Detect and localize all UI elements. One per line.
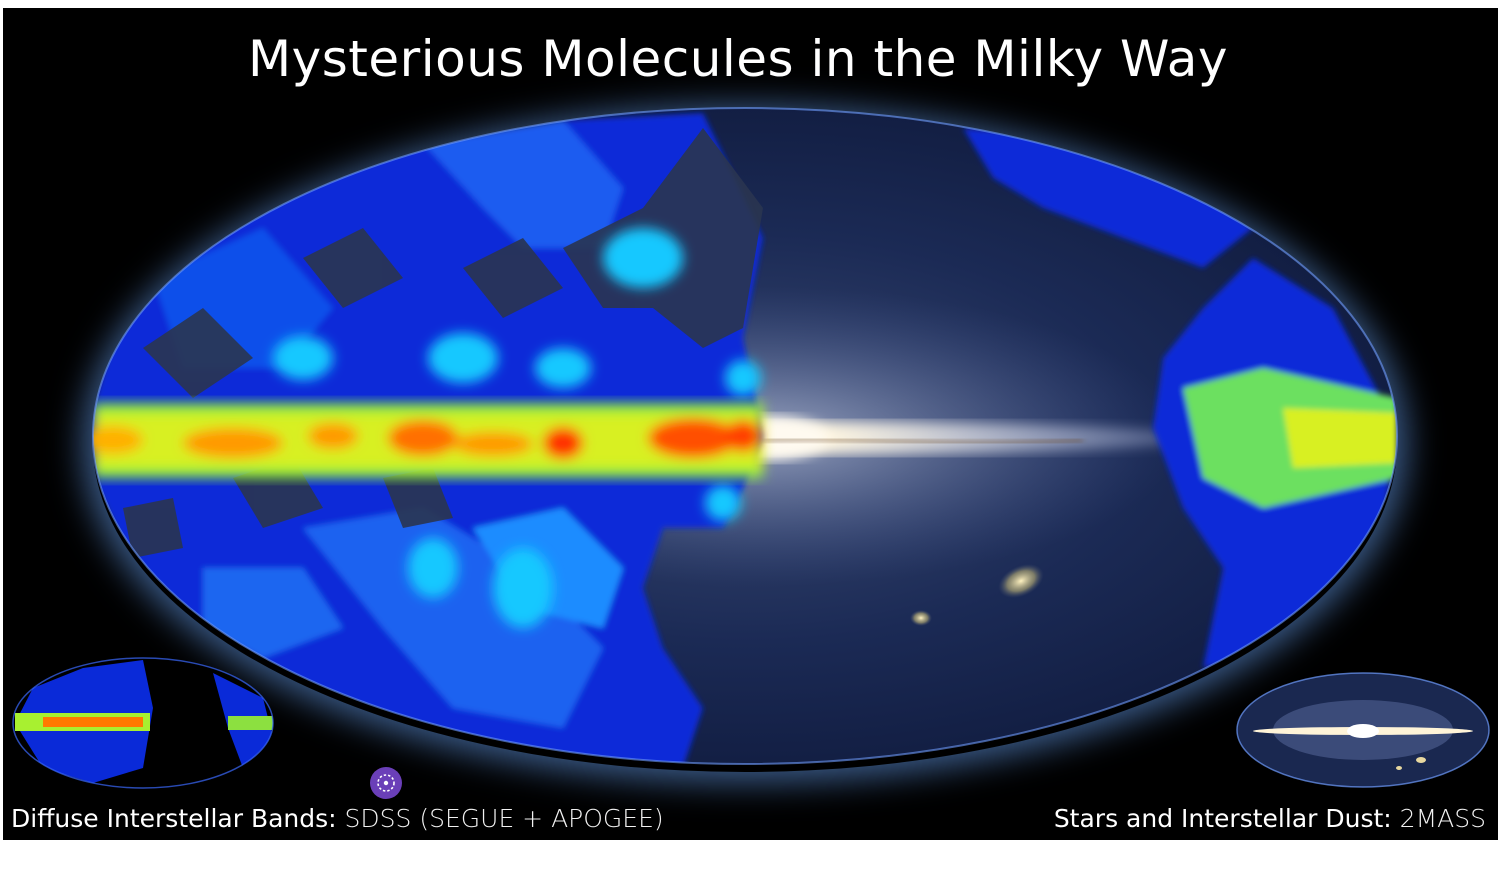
sdss-logo-icon: [370, 767, 402, 799]
caption-dib-label: Diffuse Interstellar Bands: [11, 804, 329, 833]
map-border: [92, 107, 1398, 765]
inset-2mass-map: [1236, 672, 1490, 788]
caption-2mass-source: 2MASS: [1399, 804, 1486, 833]
large-magellanic-cloud: [998, 564, 1044, 598]
small-magellanic-cloud: [910, 610, 932, 626]
dib-cyan-features: [273, 228, 761, 628]
all-sky-map: [12, 107, 1490, 789]
inset-dib-map: [12, 657, 274, 789]
slide-title: Mysterious Molecules in the Milky Way: [248, 30, 1228, 88]
caption-dib-separator: :: [328, 804, 337, 833]
dib-plane-band: [93, 403, 763, 478]
dib-map-right: [963, 128, 1397, 668]
caption-2mass-label: Stars and Interstellar Dust: [1053, 804, 1384, 833]
slide: Mysterious Molecules in the Milky Way: [3, 8, 1498, 840]
caption-dib-source: SDSS (SEGUE + APOGEE): [344, 804, 664, 833]
caption-dib: Diffuse Interstellar Bands: SDSS (SEGUE …: [11, 804, 664, 833]
dust-lane: [762, 437, 1084, 445]
caption-2mass: Stars and Interstellar Dust: 2MASS: [1054, 804, 1486, 833]
caption-2mass-separator: :: [1383, 804, 1392, 833]
